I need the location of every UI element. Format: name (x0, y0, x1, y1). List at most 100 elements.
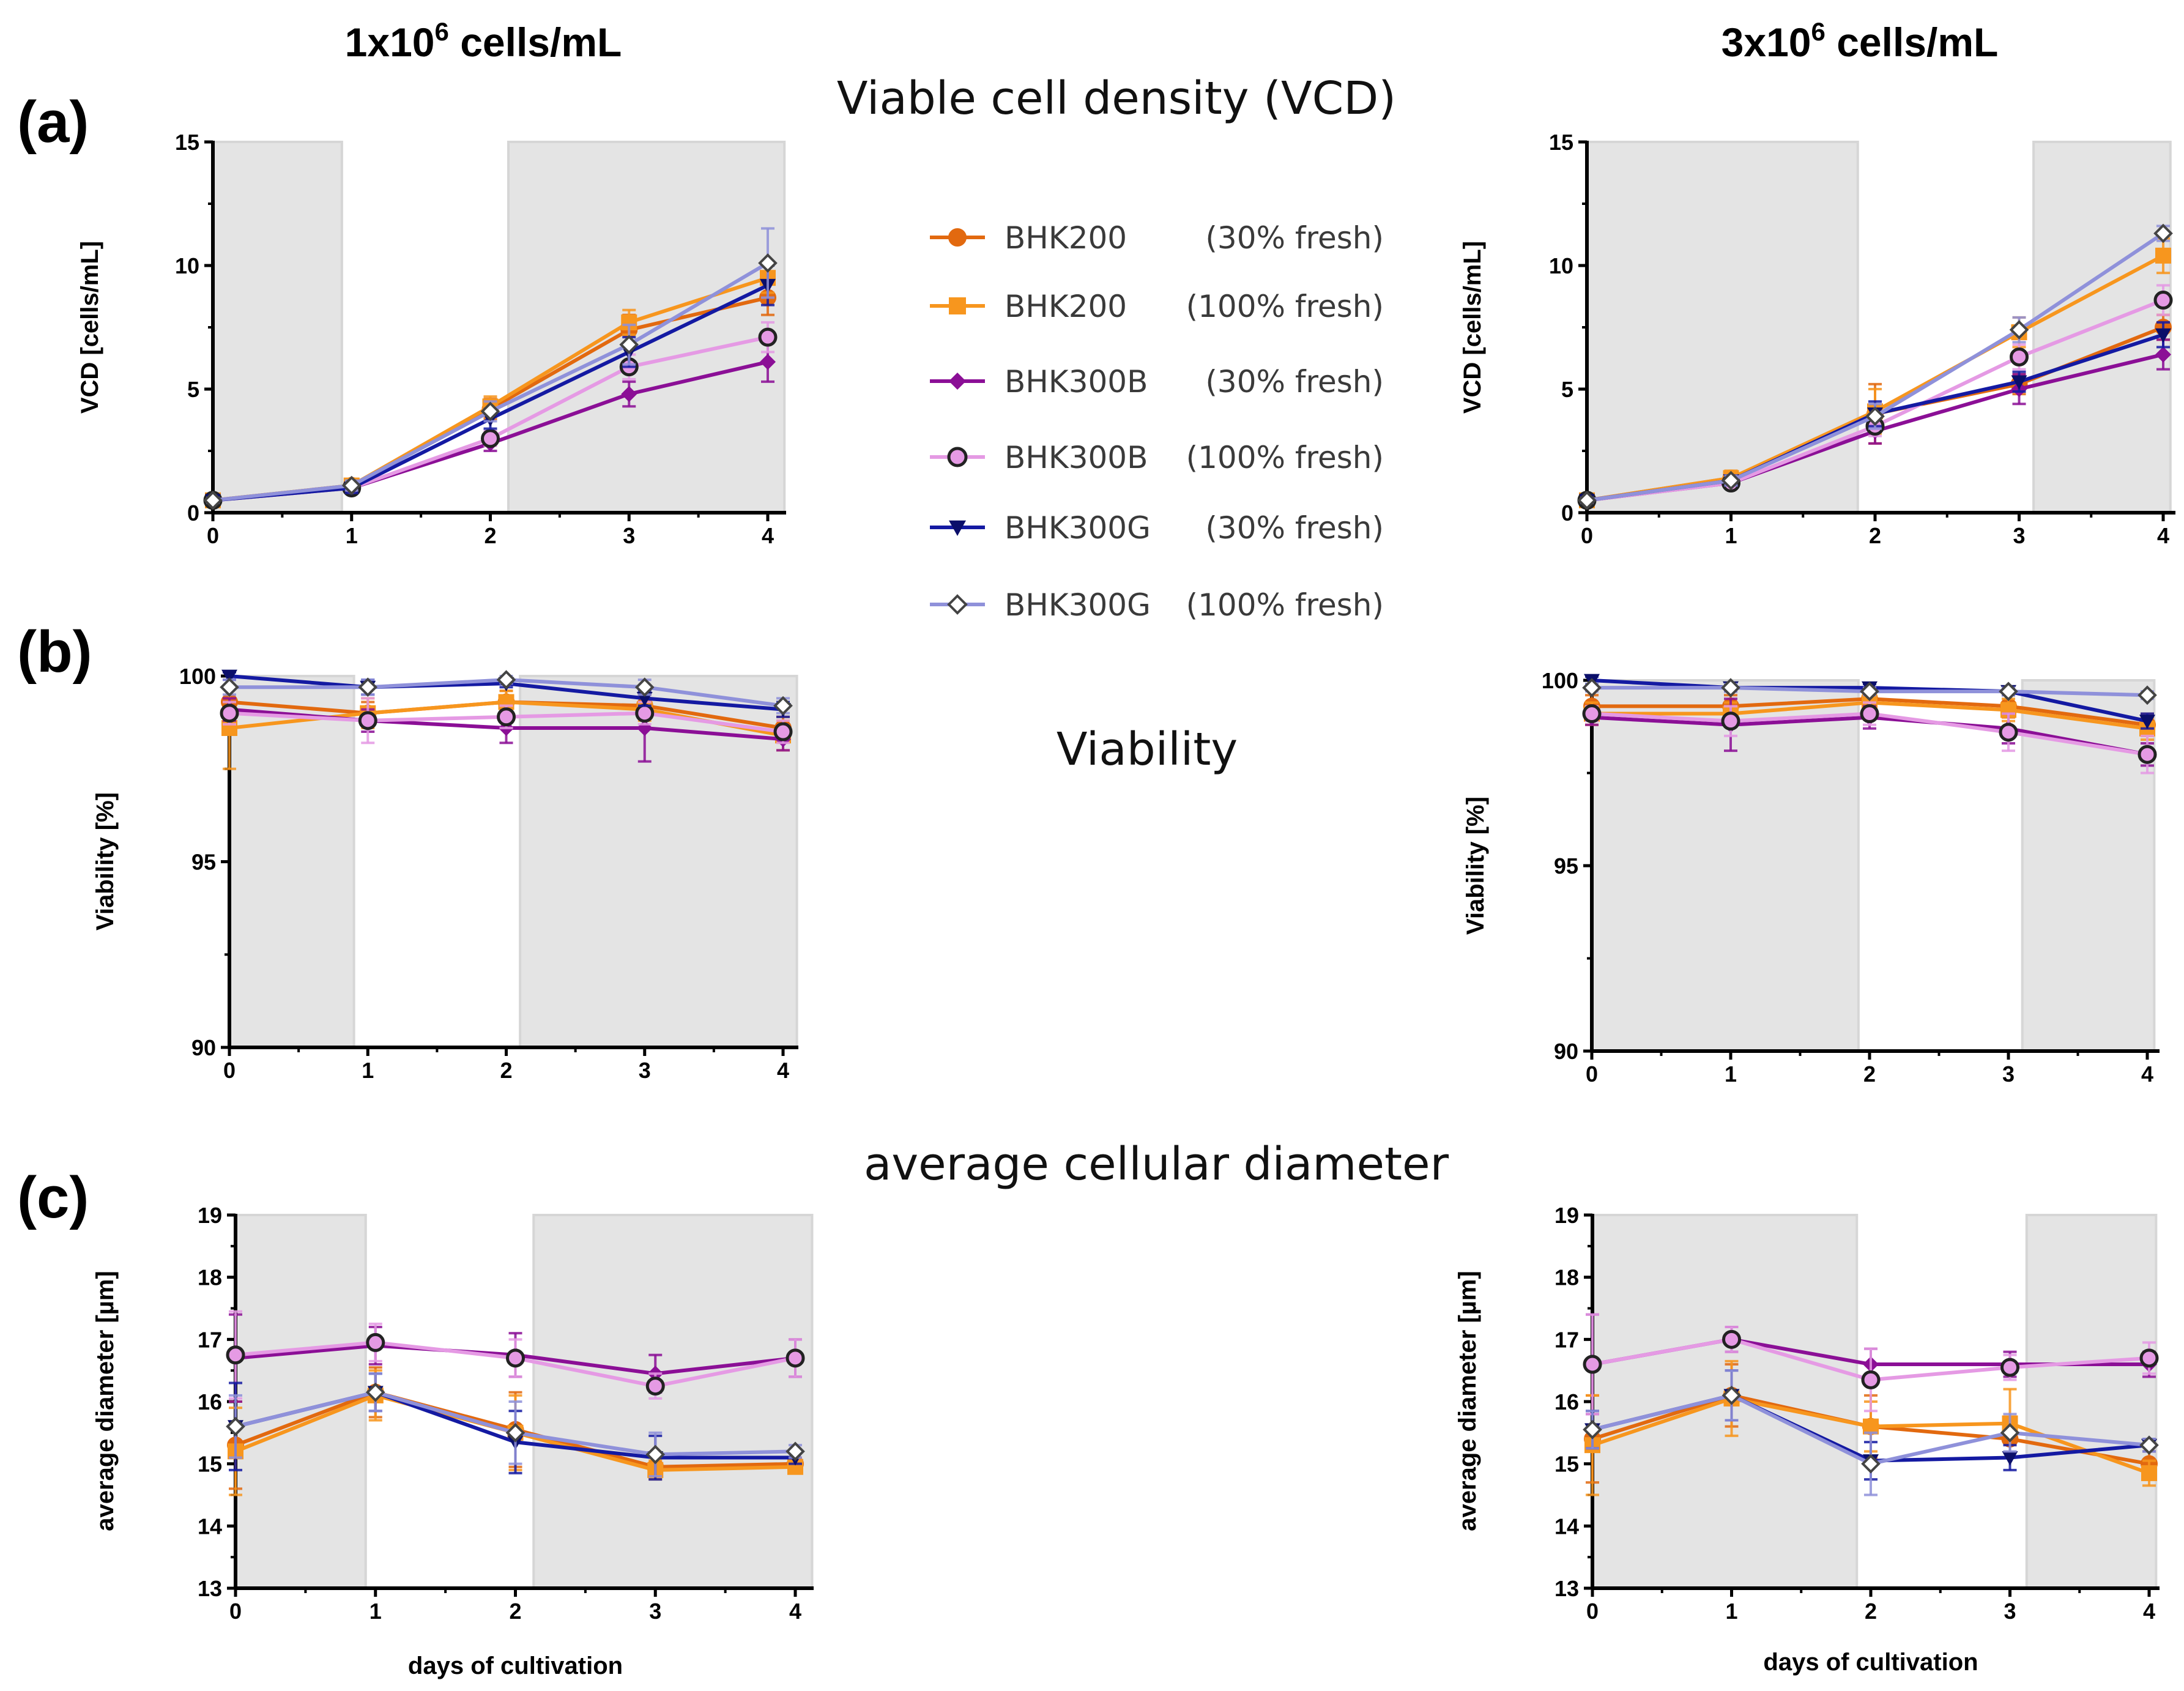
x-tick-label: 1 (1725, 1061, 1737, 1087)
panel-label-a: (a) (17, 89, 89, 155)
chart-diameter-3e6: 13 14 15 16 17 18 19 0 1 2 3 4 average diameter [µm]… (1454, 1203, 2160, 1676)
x-tick-label: 0 (207, 523, 219, 548)
x-axis-label: days of cultivation (1763, 1649, 1978, 1676)
data-point (1861, 1454, 1881, 1474)
legend-name: BHK300B (1005, 440, 1148, 475)
data-point (758, 327, 778, 347)
data-point (341, 475, 362, 496)
data-point (1722, 1329, 1741, 1349)
x-tick-label: 2 (1863, 1061, 1876, 1087)
legend-marker (949, 520, 966, 536)
chart-viability-3e6: 90 95 100 0 1 2 3 4 Viability [%] (1462, 668, 2160, 1087)
legend-condition: (100% fresh) (1186, 587, 1384, 623)
column-title-1e6-rest: cells/mL (449, 20, 622, 65)
data-point (619, 335, 639, 355)
legend-marker (947, 594, 968, 615)
data-point (1721, 470, 1741, 491)
x-tick-label: 0 (1586, 1599, 1599, 1624)
shaded-region (1586, 141, 1859, 514)
legend-marker (949, 297, 966, 314)
x-axis-label: days of cultivation (408, 1652, 623, 1679)
data-point (2155, 247, 2171, 264)
data-point (1860, 704, 1879, 724)
section-title-diameter: average cellular diameter (864, 1138, 1449, 1191)
data-point (221, 669, 237, 684)
data-point (773, 696, 793, 716)
legend-name: BHK300G (1005, 587, 1151, 623)
x-tick-label: 3 (2013, 523, 2025, 548)
data-point (2011, 375, 2027, 390)
data-point (1582, 678, 1602, 697)
data-point (758, 253, 778, 273)
data-point (645, 1444, 666, 1465)
shaded-region (228, 675, 355, 1049)
data-point (635, 704, 655, 723)
data-point (2139, 715, 2155, 729)
x-tick-label: 3 (649, 1599, 661, 1624)
x-tick-label: 3 (639, 1058, 651, 1083)
y-tick-label: 16 (1554, 1389, 1579, 1414)
y-tick-label: 5 (187, 377, 199, 402)
data-point (496, 670, 516, 689)
data-point (1583, 1355, 1602, 1374)
data-point (1721, 678, 1740, 697)
series-bhk300b-100-fresh (1582, 701, 2157, 775)
data-point (226, 1416, 245, 1436)
data-point (2139, 1435, 2159, 1455)
legend-condition: (30% fresh) (1205, 364, 1384, 400)
legend-item: BHK300G (30% fresh) (930, 510, 1384, 546)
column-title-3e6-exp: 6 (1811, 17, 1826, 46)
x-tick-label: 2 (1869, 523, 1881, 548)
data-point (2155, 346, 2171, 363)
data-point (220, 704, 239, 723)
data-point (2002, 1451, 2018, 1466)
chart-viability-1e6: 90 95 100 0 1 2 3 4 Viability [%] (92, 664, 798, 1083)
y-axis-label: average diameter [µm] (1454, 1271, 1481, 1531)
legend-name: BHK300G (1005, 510, 1151, 546)
shaded-region (2025, 1214, 2158, 1589)
data-point (2155, 328, 2171, 343)
y-tick-label: 14 (1554, 1514, 1579, 1539)
shaded-region (212, 141, 343, 514)
x-tick-label: 3 (623, 523, 635, 548)
data-point (1583, 1419, 1602, 1440)
y-tick-label: 95 (191, 850, 216, 875)
series-bhk300g-100-fresh (220, 670, 793, 716)
data-point (2139, 1348, 2159, 1368)
legend-marker (947, 447, 968, 467)
y-tick-label: 10 (175, 253, 199, 278)
data-point (220, 677, 239, 697)
series-bhk300g-100-fresh (226, 1372, 805, 1477)
data-point (1721, 712, 1740, 731)
y-axis-label: VCD [cells/mL] (76, 241, 103, 414)
x-tick-label: 4 (2157, 523, 2169, 548)
x-tick-label: 1 (362, 1058, 374, 1083)
legend-condition: (100% fresh) (1186, 440, 1384, 475)
data-point (366, 1332, 385, 1352)
y-tick-label: 17 (1554, 1327, 1579, 1352)
y-tick-label: 15 (175, 130, 199, 155)
section-title-vcd: Viable cell density (VCD) (837, 72, 1396, 125)
data-point (2153, 291, 2173, 310)
x-tick-label: 2 (484, 523, 496, 548)
shaded-region (1591, 679, 1860, 1052)
data-point (2138, 745, 2157, 764)
column-title-3e6-rest: cells/mL (1826, 20, 1998, 65)
x-tick-label: 4 (2141, 1061, 2153, 1087)
x-tick-label: 4 (762, 523, 774, 548)
x-tick-label: 4 (2143, 1599, 2155, 1624)
data-point (1861, 1370, 1881, 1389)
y-axis-label: average diameter [µm] (92, 1271, 119, 1531)
legend-condition: (100% fresh) (1186, 289, 1384, 324)
data-point (1999, 723, 2018, 742)
legend-condition: (30% fresh) (1205, 510, 1384, 546)
series-bhk300g-100-fresh (1577, 223, 2173, 510)
y-tick-label: 95 (1554, 853, 1578, 879)
legend-name: BHK200 (1005, 220, 1127, 256)
x-tick-label: 2 (1865, 1599, 1877, 1624)
section-title-viability: Viability (1057, 723, 1238, 776)
legend-item: BHK300G (100% fresh) (930, 587, 1384, 623)
data-point (2141, 1465, 2157, 1481)
data-point (2000, 1423, 2020, 1443)
